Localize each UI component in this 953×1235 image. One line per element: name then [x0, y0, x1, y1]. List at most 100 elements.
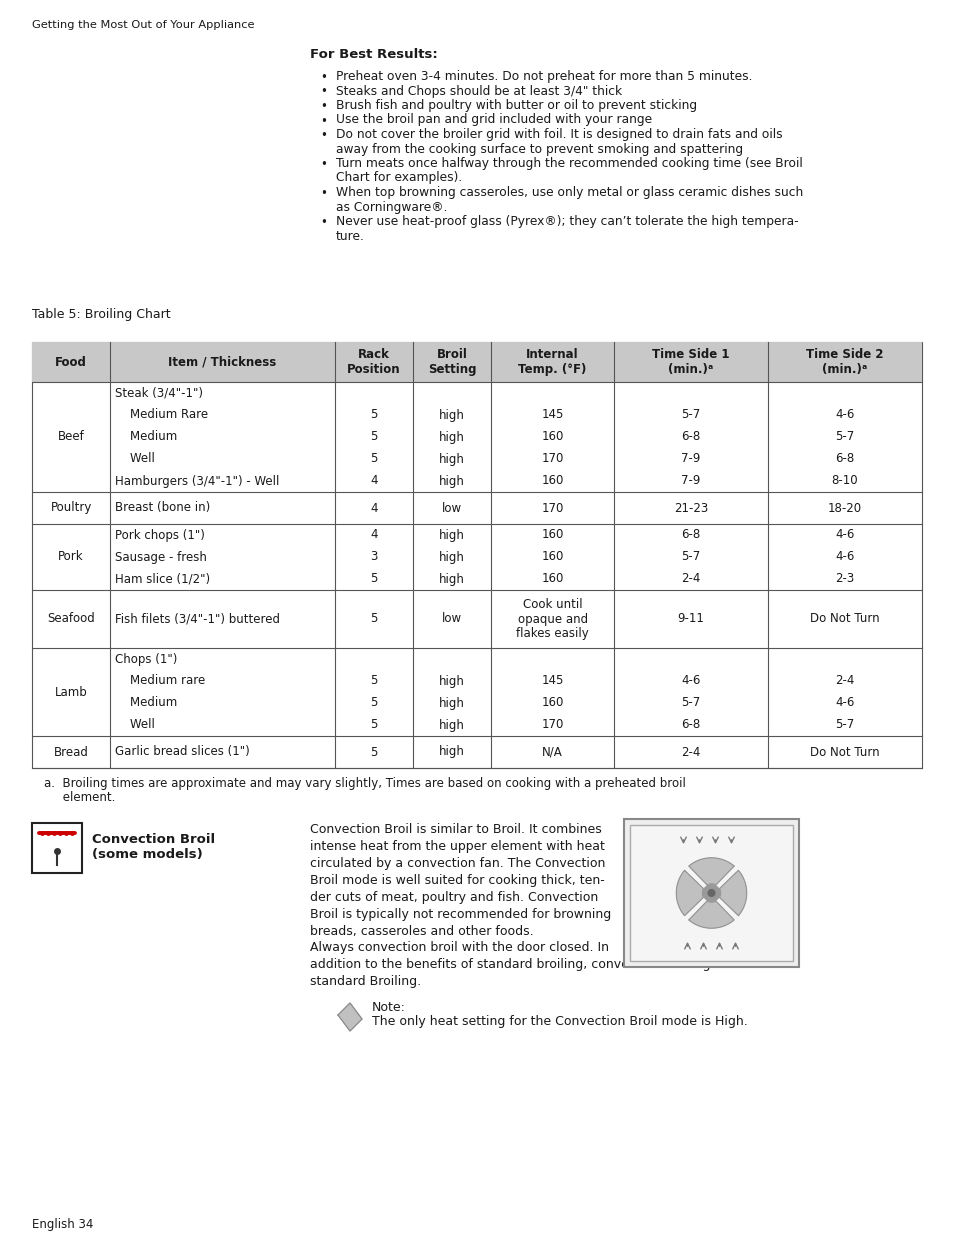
Text: •: •	[319, 115, 327, 127]
Text: 145: 145	[541, 674, 563, 688]
Polygon shape	[676, 871, 702, 915]
Text: Steak (3/4"-1"): Steak (3/4"-1")	[115, 387, 203, 399]
Text: Time Side 1
(min.)ᵃ: Time Side 1 (min.)ᵃ	[652, 348, 729, 375]
Text: Broil
Setting: Broil Setting	[427, 348, 476, 375]
Text: Item / Thickness: Item / Thickness	[168, 356, 276, 368]
Text: Fish filets (3/4"-1") buttered: Fish filets (3/4"-1") buttered	[115, 613, 280, 625]
Text: Lamb: Lamb	[54, 685, 88, 699]
Text: 4: 4	[370, 474, 377, 488]
Text: Garlic bread slices (1"): Garlic bread slices (1")	[115, 746, 250, 758]
Text: 21-23: 21-23	[673, 501, 707, 515]
Text: 4: 4	[370, 529, 377, 541]
Text: high: high	[438, 431, 464, 443]
Text: •: •	[319, 85, 327, 99]
Text: Well: Well	[115, 452, 155, 466]
Text: Preheat oven 3-4 minutes. Do not preheat for more than 5 minutes.: Preheat oven 3-4 minutes. Do not preheat…	[335, 70, 752, 83]
Text: Steaks and Chops should be at least 3/4" thick: Steaks and Chops should be at least 3/4"…	[335, 84, 621, 98]
Polygon shape	[688, 902, 734, 929]
Text: as Corningware®.: as Corningware®.	[335, 200, 447, 214]
Text: away from the cooking surface to prevent smoking and spattering: away from the cooking surface to prevent…	[335, 142, 742, 156]
Text: 160: 160	[541, 529, 563, 541]
Text: 2-4: 2-4	[835, 674, 854, 688]
Polygon shape	[688, 858, 734, 885]
Text: high: high	[438, 529, 464, 541]
Text: 160: 160	[541, 697, 563, 709]
Text: Getting the Most Out of Your Appliance: Getting the Most Out of Your Appliance	[32, 20, 254, 30]
Text: 6-8: 6-8	[680, 719, 700, 731]
Circle shape	[702, 884, 719, 902]
Text: 4-6: 4-6	[835, 529, 854, 541]
Text: Medium rare: Medium rare	[115, 674, 205, 688]
Text: Seafood: Seafood	[48, 613, 95, 625]
Text: 7-9: 7-9	[680, 474, 700, 488]
Text: Chops (1"): Chops (1")	[115, 652, 177, 666]
Text: 4: 4	[370, 501, 377, 515]
Text: Medium Rare: Medium Rare	[115, 409, 208, 421]
Text: Rack
Position: Rack Position	[347, 348, 400, 375]
Text: 5-7: 5-7	[680, 409, 700, 421]
Text: Medium: Medium	[115, 431, 177, 443]
Text: Ham slice (1/2"): Ham slice (1/2")	[115, 573, 211, 585]
Text: 2-4: 2-4	[680, 746, 700, 758]
Text: N/A: N/A	[541, 746, 562, 758]
Text: Never use heat-proof glass (Pyrex®); they can’t tolerate the high tempera-: Never use heat-proof glass (Pyrex®); the…	[335, 215, 798, 228]
Text: 145: 145	[541, 409, 563, 421]
Text: high: high	[438, 474, 464, 488]
Text: Do not cover the broiler grid with foil. It is designed to drain fats and oils: Do not cover the broiler grid with foil.…	[335, 128, 781, 141]
Text: 170: 170	[541, 452, 563, 466]
Text: 9-11: 9-11	[677, 613, 703, 625]
Text: •: •	[319, 158, 327, 170]
Text: 3: 3	[370, 551, 377, 563]
Text: 170: 170	[541, 719, 563, 731]
Text: English 34: English 34	[32, 1218, 93, 1231]
Text: •: •	[319, 186, 327, 200]
Text: Food: Food	[55, 356, 87, 368]
Text: 4-6: 4-6	[680, 674, 700, 688]
Text: Table 5: Broiling Chart: Table 5: Broiling Chart	[32, 308, 171, 321]
Text: high: high	[438, 674, 464, 688]
Bar	[32, 342, 921, 768]
Text: 4-6: 4-6	[835, 697, 854, 709]
Text: •: •	[319, 128, 327, 142]
Text: 160: 160	[541, 551, 563, 563]
Text: 5: 5	[370, 409, 377, 421]
Text: ture.: ture.	[335, 230, 364, 242]
Text: Always convection broil with the door closed. In
addition to the benefits of sta: Always convection broil with the door cl…	[310, 941, 797, 988]
Text: 5: 5	[370, 613, 377, 625]
Text: Well: Well	[115, 719, 155, 731]
Text: 160: 160	[541, 431, 563, 443]
Text: high: high	[438, 719, 464, 731]
Text: 5: 5	[370, 674, 377, 688]
Text: For Best Results:: For Best Results:	[310, 48, 437, 61]
Text: 5-7: 5-7	[835, 719, 854, 731]
Text: 5: 5	[370, 746, 377, 758]
Text: •: •	[319, 100, 327, 112]
Text: 8-10: 8-10	[831, 474, 858, 488]
Bar	[32, 823, 82, 873]
Text: Do Not Turn: Do Not Turn	[809, 613, 879, 625]
Text: Sausage - fresh: Sausage - fresh	[115, 551, 207, 563]
Text: 4-6: 4-6	[835, 409, 854, 421]
Text: 5-7: 5-7	[835, 431, 854, 443]
Polygon shape	[337, 1003, 361, 1031]
Text: high: high	[438, 573, 464, 585]
Text: 5: 5	[370, 719, 377, 731]
Text: Medium: Medium	[115, 697, 177, 709]
Text: 160: 160	[541, 474, 563, 488]
Text: Hamburgers (3/4"-1") - Well: Hamburgers (3/4"-1") - Well	[115, 474, 279, 488]
Text: Bread: Bread	[53, 746, 89, 758]
Text: 5: 5	[370, 697, 377, 709]
Text: 6-8: 6-8	[835, 452, 854, 466]
Text: high: high	[438, 409, 464, 421]
Circle shape	[707, 889, 714, 897]
Text: 2-3: 2-3	[835, 573, 854, 585]
Text: •: •	[319, 216, 327, 228]
Text: 160: 160	[541, 573, 563, 585]
Text: high: high	[438, 697, 464, 709]
Text: element.: element.	[44, 790, 115, 804]
Text: 6-8: 6-8	[680, 431, 700, 443]
Text: high: high	[438, 746, 464, 758]
Text: high: high	[438, 551, 464, 563]
Text: Time Side 2
(min.)ᵃ: Time Side 2 (min.)ᵃ	[805, 348, 882, 375]
Text: Pork chops (1"): Pork chops (1")	[115, 529, 205, 541]
